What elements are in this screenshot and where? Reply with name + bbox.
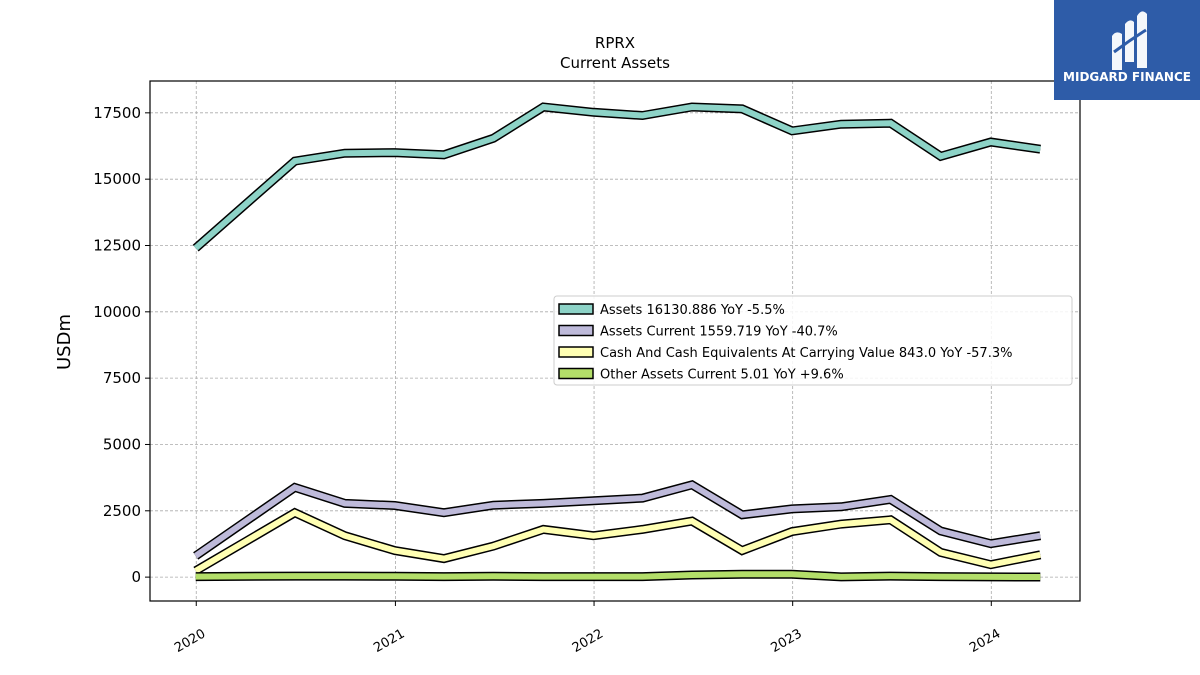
legend-swatch: [558, 324, 594, 337]
plot-frame: [149, 80, 1081, 602]
chart-subtitle: Current Assets: [560, 54, 670, 72]
y-tick-label: 0: [131, 568, 141, 586]
x-tick-label: 2021: [371, 626, 407, 656]
y-tick-label: 10000: [93, 303, 141, 321]
y-tick-label: 7500: [103, 369, 141, 387]
series-line-outline: [192, 102, 1041, 252]
y-tick-label: 2500: [103, 502, 141, 520]
y-tick-label: 17500: [93, 104, 141, 122]
series-line: [193, 103, 1041, 251]
legend-swatch: [558, 303, 594, 315]
series-line-outline: [193, 507, 1042, 575]
chart-title: RPRX: [595, 34, 635, 52]
legend-label: Other Assets Current 5.01 YoY +9.6%: [600, 368, 844, 383]
y-axis: 0 2500 5000 7500 10000 12500 15000 17500: [93, 104, 150, 586]
legend-label: Assets Current 1559.719 YoY -40.7%: [600, 325, 838, 340]
y-tick-label: 5000: [103, 435, 141, 453]
x-axis: 2020 2021 2022 2023 2024: [172, 601, 1003, 656]
x-tick-label: 2020: [172, 626, 208, 656]
brand-logo: MIDGARD FINANCE: [1054, 0, 1200, 100]
legend-swatch: [558, 367, 594, 380]
logo-mark: MIDGARD FINANCE: [1054, 0, 1200, 100]
series-line: [193, 481, 1041, 559]
series-line: [194, 509, 1041, 574]
legend-label: Cash And Cash Equivalents At Carrying Va…: [600, 346, 1012, 361]
x-tick-label: 2024: [967, 626, 1003, 656]
y-tick-label: 15000: [93, 170, 141, 188]
legend-label: Assets 16130.886 YoY -5.5%: [600, 303, 785, 318]
plot-lines: [192, 102, 1042, 582]
logo-text: MIDGARD FINANCE: [1063, 70, 1191, 84]
legend-box: [553, 295, 1073, 386]
y-tick-label: 12500: [93, 236, 141, 254]
y-axis-label: USDm: [54, 314, 75, 370]
x-tick-label: 2022: [570, 626, 606, 656]
legend-swatch: [558, 346, 594, 358]
x-tick-label: 2023: [769, 626, 805, 656]
legend: Assets 16130.886 YoY -5.5% Assets Current…: [553, 295, 1073, 386]
series-line: [195, 571, 1041, 580]
